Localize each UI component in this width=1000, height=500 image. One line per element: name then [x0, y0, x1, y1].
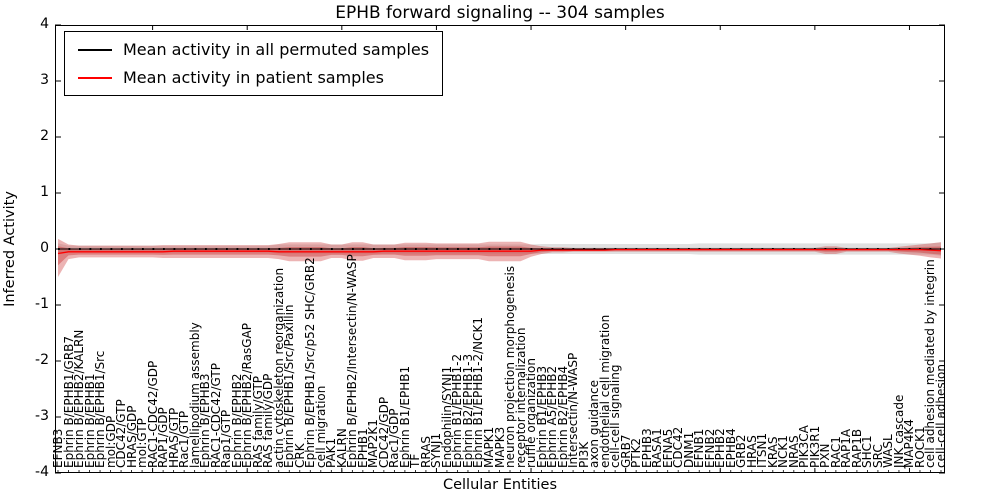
- y-tick-label: 2: [40, 128, 49, 144]
- legend-label-permuted: Mean activity in all permuted samples: [123, 40, 430, 59]
- permuted-line-swatch: [78, 48, 112, 51]
- y-tick-label: -3: [35, 408, 49, 424]
- y-tick-label: 3: [40, 72, 49, 88]
- patient-line-swatch: [78, 76, 112, 79]
- y-tick-label: -2: [35, 352, 49, 368]
- x-axis-label: Cellular Entities: [442, 477, 558, 493]
- legend-item-patient: Mean activity in patient samples: [78, 68, 429, 87]
- y-tick-label: -4: [35, 464, 49, 480]
- x-tick-label: Ephrin B1/EPHB1: [397, 365, 412, 468]
- x-tick-label: cell-cell adhesion: [934, 364, 948, 468]
- y-tick-label: 4: [40, 16, 49, 32]
- y-tick-label: -1: [35, 296, 49, 312]
- legend-label-patient: Mean activity in patient samples: [123, 68, 384, 87]
- y-axis-label: Inferred Activity: [2, 191, 18, 307]
- legend: Mean activity in all permuted samples Me…: [64, 31, 444, 96]
- chart-title: EPHB forward signaling -- 304 samples: [335, 3, 665, 23]
- y-tick-label: 0: [40, 240, 49, 256]
- y-tick-label: 1: [40, 184, 49, 200]
- legend-item-permuted: Mean activity in all permuted samples: [78, 40, 429, 59]
